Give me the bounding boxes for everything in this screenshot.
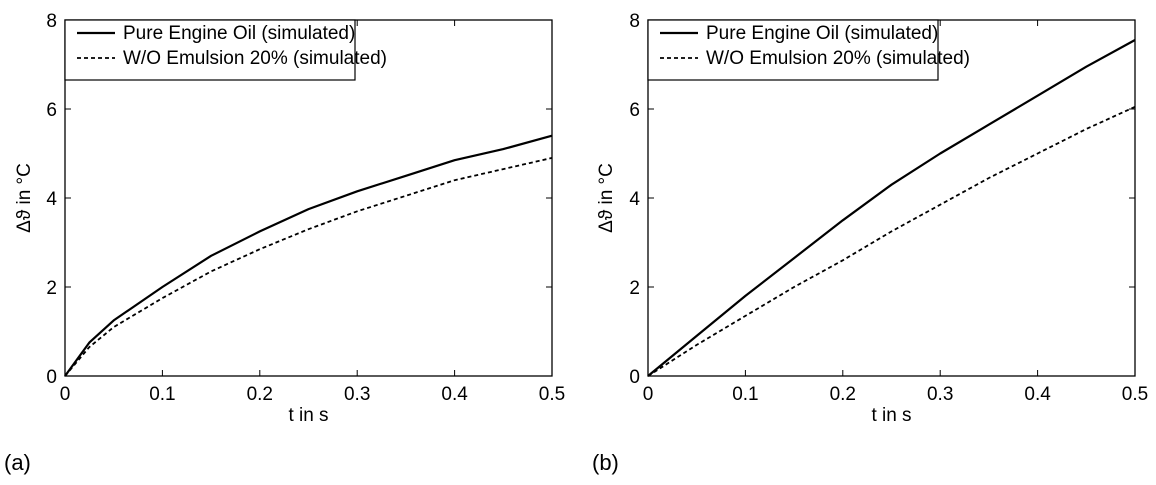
panel-label: (b) (592, 450, 619, 475)
y-tick-label: 0 (46, 367, 57, 388)
y-tick-label: 6 (629, 100, 640, 121)
panel-label: (a) (4, 450, 31, 475)
y-axis-label: Δϑ in °C (596, 163, 617, 233)
panel-a: 0 0.1 0.2 0.3 0.4 0.5 0 2 4 6 8 t in s Δϑ in °C Pure … (4, 11, 565, 475)
x-tick-label: 0.1 (149, 384, 175, 405)
x-tick-label: 0 (643, 384, 654, 405)
y-tick-label: 4 (46, 189, 57, 210)
legend-box (64, 19, 356, 81)
y-tick-label: 0 (629, 367, 640, 388)
panel-b: 0 0.1 0.2 0.3 0.4 0.5 0 2 4 6 8 t in s Δϑ in °C Pure … (592, 11, 1148, 475)
y-axis-label: Δϑ in °C (14, 163, 35, 233)
series-line-pure-engine-oil (647, 39, 1136, 377)
x-tick-label: 0.4 (441, 384, 468, 405)
y-tick-label: 6 (46, 100, 57, 121)
legend-entry: W/O Emulsion 20% (simulated) (706, 48, 970, 69)
x-tick-label: 0.3 (344, 384, 370, 405)
series-line-pure-engine-oil (64, 134, 553, 377)
legend-box (647, 19, 939, 81)
y-tick-label: 8 (629, 11, 640, 32)
y-tick-label: 2 (46, 278, 57, 299)
x-axis-label: t in s (871, 405, 911, 426)
y-tick-label: 4 (629, 189, 640, 210)
x-tick-label: 0.4 (1024, 384, 1051, 405)
series-line-wo-emulsion (64, 157, 553, 377)
x-tick-label: 0.5 (539, 384, 565, 405)
x-tick-label: 0.2 (247, 384, 273, 405)
legend-entry: Pure Engine Oil (simulated) (123, 23, 355, 44)
x-tick-label: 0.2 (830, 384, 856, 405)
x-tick-label: 0.1 (732, 384, 758, 405)
series-line-wo-emulsion (647, 105, 1136, 377)
x-axis-label: t in s (288, 405, 328, 426)
legend-entry: Pure Engine Oil (simulated) (706, 23, 938, 44)
y-tick-label: 2 (629, 278, 640, 299)
y-tick-label: 8 (46, 11, 57, 32)
legend-entry: W/O Emulsion 20% (simulated) (123, 48, 387, 69)
x-tick-label: 0.5 (1122, 384, 1148, 405)
x-tick-label: 0.3 (927, 384, 953, 405)
x-tick-label: 0 (60, 384, 71, 405)
